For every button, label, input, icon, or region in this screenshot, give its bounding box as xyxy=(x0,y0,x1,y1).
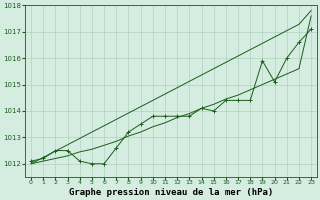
X-axis label: Graphe pression niveau de la mer (hPa): Graphe pression niveau de la mer (hPa) xyxy=(69,188,273,197)
